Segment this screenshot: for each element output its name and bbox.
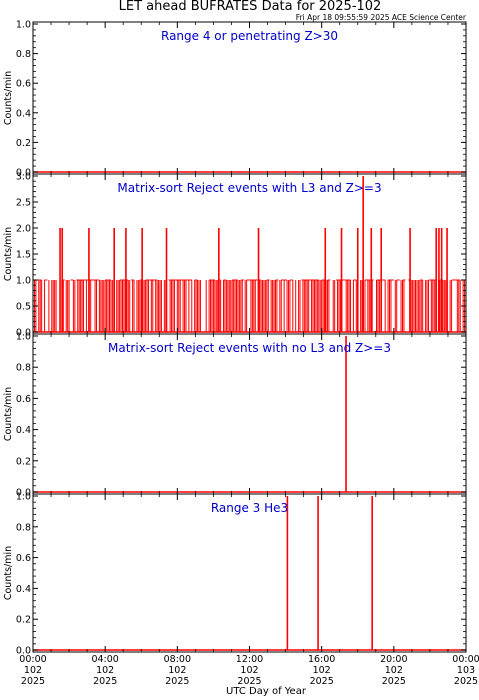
y-tick-label: 1.5	[16, 250, 31, 261]
y-axis-label: Counts/min	[3, 227, 14, 281]
y-tick-label: 0.0	[16, 168, 31, 179]
y-tick-label: 0.6	[16, 553, 31, 564]
x-tick-time: 12:00	[236, 654, 263, 665]
x-tick-time: 04:00	[91, 654, 118, 665]
data-spikes	[33, 280, 466, 332]
x-tick-doy: 103	[457, 665, 475, 676]
panel-1: 0.0 0.2 0.4 0.6 0.8 1.0 Counts/min Range 4 or p…	[3, 20, 467, 179]
panel-frame	[32, 21, 467, 175]
panel-3: 0.0 0.2 0.4 0.6 0.8 1.0 Counts/min Matrix-sort …	[3, 332, 467, 499]
x-tick-year: 2025	[93, 676, 117, 687]
y-tick-label: 0.2	[16, 138, 31, 149]
y-tick-label: 0.0	[16, 328, 31, 339]
y-tick-label: 1.0	[16, 20, 31, 31]
y-tick-label: 0.0	[16, 488, 31, 499]
x-tick-year: 2025	[237, 676, 261, 687]
x-tick-doy: 102	[313, 665, 331, 676]
y-tick-label: 3.0	[16, 172, 31, 183]
x-tick-time: 00:00	[19, 654, 46, 665]
panel-2: 0.0 0.5 1.0 1.5 2.0 2.5 3.0 Counts/min Matrix-so…	[3, 172, 467, 339]
x-tick-year: 2025	[382, 676, 406, 687]
x-tick-doy: 102	[240, 665, 258, 676]
y-tick-label: 2.0	[16, 224, 31, 235]
x-tick-time: 16:00	[308, 654, 335, 665]
x-tick-year: 2025	[21, 676, 45, 687]
y-tick-label: 0.4	[16, 425, 31, 436]
y-tick-label: 0.4	[16, 584, 31, 595]
panel-title: Matrix-sort Reject events with L3 and Z>…	[117, 181, 381, 195]
x-tick-doy: 102	[385, 665, 403, 676]
y-tick-label: 0.6	[16, 79, 31, 90]
y-tick-label: 0.8	[16, 522, 31, 533]
y-tick-label: 0.8	[16, 363, 31, 374]
panel-title: Range 3 He3	[211, 501, 288, 515]
y-axis-label: Counts/min	[3, 71, 14, 125]
x-axis-tick-labels: 00:00102202504:00102202508:00102202512:0…	[19, 654, 479, 687]
chart-title: LET ahead BUFRATES Data for 2025-102	[119, 0, 382, 14]
y-axis-label: Counts/min	[3, 546, 14, 600]
panel-4: 0.0 0.2 0.4 0.6 0.8 1.0 Counts/min Range 3 He3	[3, 492, 467, 657]
y-tick-label: 0.0	[16, 646, 31, 657]
y-axis-label: Counts/min	[3, 387, 14, 441]
panel-title: Range 4 or penetrating Z>30	[161, 29, 338, 43]
x-tick-doy: 102	[168, 665, 186, 676]
x-tick-year: 2025	[454, 676, 478, 687]
panel-frame	[32, 333, 467, 495]
x-tick-doy: 102	[24, 665, 42, 676]
data-series	[33, 336, 466, 493]
y-tick-label: 0.2	[16, 456, 31, 467]
x-tick-year: 2025	[310, 676, 334, 687]
x-tick-year: 2025	[165, 676, 189, 687]
y-tick-label: 0.2	[16, 615, 31, 626]
y-tick-label: 1.0	[16, 276, 31, 287]
data-series	[33, 176, 466, 333]
x-tick-time: 20:00	[380, 654, 407, 665]
y-tick-label: 1.0	[16, 332, 31, 343]
y-tick-label: 0.8	[16, 49, 31, 60]
panel-frame	[32, 493, 467, 653]
x-tick-time: 08:00	[164, 654, 191, 665]
y-tick-label: 1.0	[16, 492, 31, 503]
y-tick-label: 0.4	[16, 108, 31, 119]
x-axis-label: UTC Day of Year	[226, 686, 307, 697]
y-tick-label: 0.5	[16, 302, 31, 313]
data-series	[33, 496, 466, 651]
y-tick-label: 2.5	[16, 198, 31, 209]
x-tick-time: 00:00	[452, 654, 479, 665]
x-tick-doy: 102	[96, 665, 114, 676]
panel-title: Matrix-sort Reject events with no L3 and…	[108, 341, 391, 355]
generation-timestamp: Fri Apr 18 09:55:59 2025 ACE Science Cen…	[296, 13, 467, 22]
y-tick-label: 0.6	[16, 394, 31, 405]
